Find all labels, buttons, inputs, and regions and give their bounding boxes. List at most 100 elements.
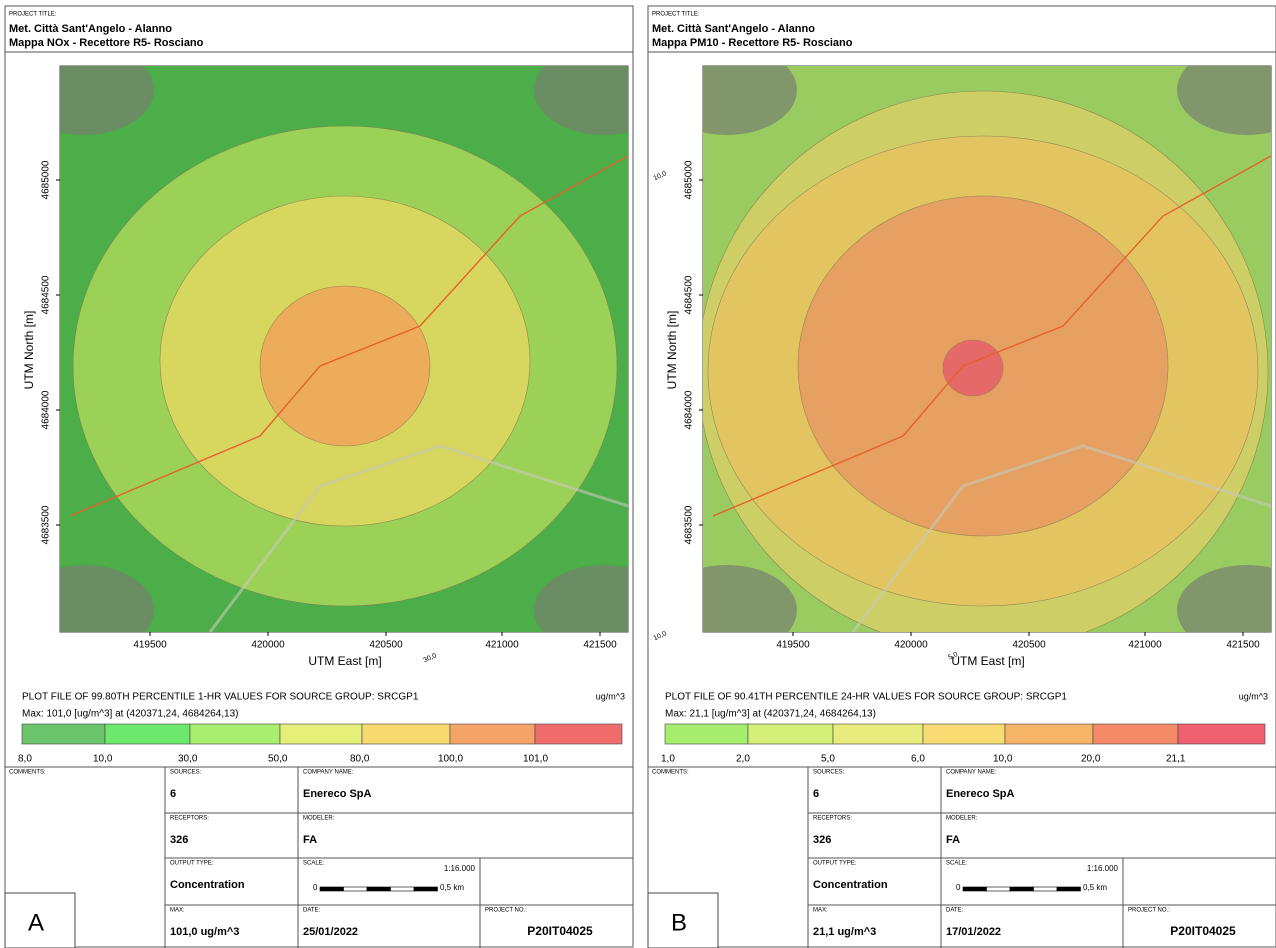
project-title-label: PROJECT TITLE: (652, 12, 700, 18)
x-axis-label: UTM East [m] (308, 654, 381, 668)
field-label: PROJECT NO.: (485, 908, 527, 914)
contour-label: 10,0 (652, 170, 667, 182)
max-line: Max: 101,0 [ug/m^3] at (420371,24, 46842… (22, 709, 239, 720)
field-value: 21,1 ug/m^3 (813, 926, 876, 938)
y-tick-label: 4684500 (41, 275, 52, 314)
y-axis-label: UTM North [m] (665, 311, 679, 390)
x-tick-label: 420500 (369, 640, 403, 651)
field-label: OUTPUT TYPE: (170, 861, 214, 867)
legend-swatch (748, 724, 833, 744)
scale-start: 0 (956, 883, 961, 892)
x-axis-label: UTM East [m] (951, 654, 1024, 668)
field-label: RECEPTORS: (170, 816, 209, 822)
field-value: 25/01/2022 (303, 926, 358, 938)
field-value: 326 (813, 834, 831, 846)
field-value: P20IT04025 (1170, 924, 1236, 938)
field-label: COMMENTS: (652, 770, 689, 776)
contour-label: 30,0 (422, 652, 437, 664)
field-label: MAX: (813, 908, 828, 914)
legend-label: 10,0 (93, 754, 113, 765)
scale-bar (344, 887, 368, 891)
legend-swatch (535, 724, 622, 744)
field-label: DATE: (303, 908, 321, 914)
legend-label: 1,0 (661, 754, 675, 765)
plot-file: PLOT FILE OF 99.80TH PERCENTILE 1-HR VAL… (22, 692, 419, 703)
field-value: FA (303, 834, 317, 846)
scale-bar (414, 887, 438, 891)
field-value: FA (946, 834, 960, 846)
field-label: COMMENTS: (9, 770, 46, 776)
legend-swatch (833, 724, 923, 744)
field-label: SOURCES: (813, 770, 845, 776)
y-axis-label: UTM North [m] (22, 311, 36, 390)
legend-label: 5,0 (821, 754, 835, 765)
scale-start: 0 (313, 883, 318, 892)
field-label: COMPANY NAME: (303, 770, 354, 776)
field-label: MODELER: (303, 816, 335, 822)
legend-label: 2,0 (736, 754, 750, 765)
title-line: Met. Città Sant'Angelo - Alanno (9, 23, 172, 35)
field-value: Concentration (813, 879, 888, 891)
legend-label: 80,0 (350, 754, 370, 765)
scale-bar (320, 887, 344, 891)
legend-label: 8,0 (18, 754, 32, 765)
scale-bar (987, 887, 1011, 891)
field-value: 101,0 ug/m^3 (170, 926, 239, 938)
map-corner (657, 45, 797, 135)
field-value: P20IT04025 (527, 924, 593, 938)
contour-area (943, 340, 1003, 396)
scale-bar (963, 887, 987, 891)
y-tick-label: 4685000 (41, 160, 52, 199)
field-label: OUTPUT TYPE: (813, 861, 857, 867)
figure: PROJECT TITLE: Met. Città Sant'Angelo - A… (0, 0, 1276, 948)
scale-bar (1057, 887, 1081, 891)
contour-area (260, 286, 430, 446)
legend-swatch (1178, 724, 1265, 744)
units: ug/m^3 (1239, 691, 1268, 701)
legend-swatch (105, 724, 190, 744)
x-tick-label: 420500 (1012, 640, 1046, 651)
field-label: DATE: (946, 908, 964, 914)
field-label: SCALE: (303, 861, 325, 867)
field-label: MAX: (170, 908, 185, 914)
panel-letter: B (671, 909, 687, 936)
max-line: Max: 21,1 [ug/m^3] at (420371,24, 468426… (665, 709, 876, 720)
scale-bar (391, 887, 415, 891)
field-value: 6 (170, 788, 176, 800)
field-label: SCALE: (946, 861, 968, 867)
panel-letter: A (28, 909, 44, 936)
x-tick-label: 420000 (251, 640, 285, 651)
legend-swatch (1093, 724, 1178, 744)
contour-label: 10,0 (652, 630, 667, 642)
legend-swatch (923, 724, 1005, 744)
y-tick-label: 4684000 (684, 390, 695, 429)
map-corner (534, 45, 674, 135)
title-line: Met. Città Sant'Angelo - Alanno (652, 23, 815, 35)
plot-file: PLOT FILE OF 90.41TH PERCENTILE 24-HR VA… (665, 692, 1067, 703)
legend-swatch (362, 724, 450, 744)
units: ug/m^3 (596, 691, 625, 701)
field-value: Enereco SpA (946, 788, 1015, 800)
x-tick-label: 421500 (1226, 640, 1260, 651)
field-value: Enereco SpA (303, 788, 372, 800)
field-label: PROJECT NO.: (1128, 908, 1170, 914)
field-label: RECEPTORS: (813, 816, 852, 822)
x-tick-label: 421500 (583, 640, 617, 651)
legend-label: 50,0 (268, 754, 288, 765)
map-corner (14, 45, 154, 135)
legend-swatch (190, 724, 280, 744)
legend-label: 10,0 (993, 754, 1013, 765)
legend-swatch (665, 724, 748, 744)
legend-label: 20,0 (1081, 754, 1101, 765)
map (657, 45, 1276, 655)
map (14, 45, 674, 655)
field-label: MODELER: (946, 816, 978, 822)
x-tick-label: 420000 (894, 640, 928, 651)
field-value: 1:16.000 (444, 864, 476, 873)
legend-label: 21,1 (1166, 754, 1186, 765)
x-tick-label: 421000 (485, 640, 519, 651)
legend-swatch (280, 724, 362, 744)
field-label: SOURCES: (170, 770, 202, 776)
project-title-label: PROJECT TITLE: (9, 12, 57, 18)
scale-bar (1034, 887, 1058, 891)
